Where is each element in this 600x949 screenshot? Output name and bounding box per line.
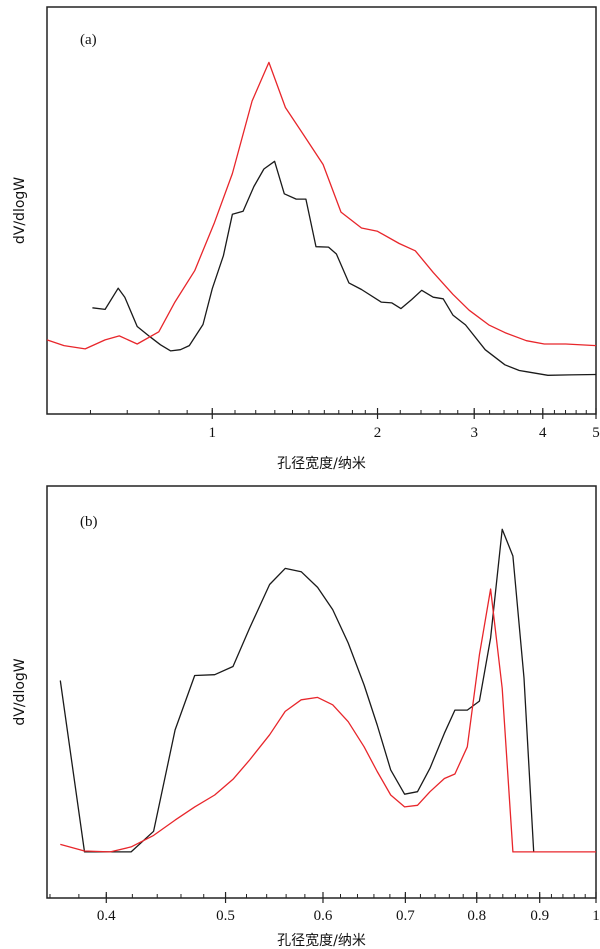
x-tick-label: 0.8 [467,908,486,924]
x-tick-label: 2 [374,425,382,441]
x-tick-label: 0.4 [97,908,116,924]
panel-a: 1 2 3 4 5 孔径宽度/纳米 dV/dlogW (a) [12,6,600,472]
series-line-red [46,61,597,350]
x-axis-label: 孔径宽度/纳米 [277,455,366,472]
y-axis-label: dV/dlogW [12,177,28,244]
x-tick-label: 5 [592,425,600,441]
x-tick-label: 0.5 [216,908,235,924]
x-axis-label: 孔径宽度/纳米 [277,932,366,949]
series-line-red [60,588,596,853]
x-tick-label: 1 [592,908,600,924]
panel-label: (a) [80,32,97,48]
x-tick-label: 0.6 [314,908,333,924]
y-axis-label: dV/dlogW [12,658,28,725]
series-line-black [59,528,535,853]
panel-b: 0.4 0.5 0.6 0.7 0.8 0.9 1 孔径宽度/纳米 dV/dlogW (b) [12,485,600,949]
x-tick-label: 3 [470,425,478,441]
x-tick-label: 4 [539,425,547,441]
x-tick-label: 0.7 [396,908,415,924]
plot-frame [46,6,597,415]
x-tick-label: 1 [209,425,217,441]
x-tick-label: 0.9 [530,908,549,924]
series-line-black [92,160,597,376]
panel-label: (b) [80,514,98,530]
plot-frame [46,485,597,899]
